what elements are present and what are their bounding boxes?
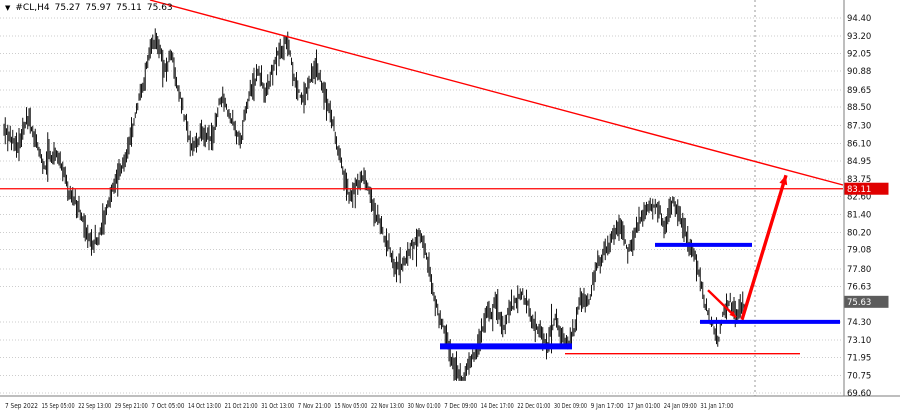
resistance-price-badge	[844, 182, 889, 195]
time-axis-label: 30 Dec 09:00	[554, 402, 587, 410]
time-axis-label: 14 Oct 13:00	[188, 402, 221, 410]
price-axis-label: 73.10	[847, 336, 871, 346]
time-axis-label: 31 Jan 17:00	[700, 402, 733, 410]
time-axis-label: 15 Nov 05:00	[334, 402, 367, 410]
ohlc-low-value: 75.11	[116, 3, 142, 13]
price-axis-label: 80.20	[847, 229, 871, 239]
time-axis-label: 15 Sep 05:00	[42, 402, 75, 410]
time-axis-label: 7 Dec 09:00	[444, 402, 477, 410]
price-axis-label: 74.30	[847, 318, 871, 328]
price-axis-label: 76.63	[847, 283, 871, 293]
symbol-marker-icon: ▼	[5, 3, 11, 12]
price-axis-label: 93.20	[847, 32, 871, 42]
price-axis-label: 70.75	[847, 372, 871, 382]
price-axis-label: 82.60	[847, 192, 871, 202]
time-axis-label: 17 Jan 01:00	[627, 402, 660, 410]
price-axis-label: 86.10	[847, 140, 871, 150]
price-axis-label: 81.40	[847, 211, 871, 221]
symbol-ohlc-readout: ▼ #CL,H4 75.27 75.97 75.11 75.63	[5, 3, 173, 13]
resistance-price-badge-text: 83.11	[847, 185, 871, 195]
ohlc-close-value: 75.63	[146, 3, 173, 13]
time-axis-label: 24 Jan 09:00	[664, 402, 697, 410]
price-axis-label: 79.08	[847, 246, 871, 256]
price-axis-label: 89.65	[847, 86, 871, 96]
price-axis-label: 69.60	[847, 389, 871, 399]
price-axis-label: 92.05	[847, 50, 871, 60]
time-axis-label: 29 Sep 21:00	[115, 402, 148, 410]
bid-price-badge-text: 75.63	[847, 298, 871, 308]
descending-trendline[interactable]	[149, 0, 844, 186]
bid-price-badge	[844, 295, 889, 308]
price-axis-label: 83.75	[847, 175, 871, 185]
symbol-timeframe-label: #CL,H4	[15, 3, 50, 13]
price-axis-label: 84.95	[847, 157, 871, 167]
candlestick-series	[3, 28, 746, 381]
price-axis-label: 71.95	[847, 353, 871, 363]
time-axis-label: 21 Oct 21:00	[225, 402, 258, 410]
time-axis-label: 14 Dec 17:00	[481, 402, 514, 410]
pullback-down-arrow[interactable]	[707, 289, 737, 319]
time-axis-label: 22 Nov 13:00	[371, 402, 404, 410]
ohlc-high-value: 75.97	[85, 3, 112, 13]
projection-up-arrow[interactable]	[740, 174, 788, 321]
price-axis-label: 90.88	[847, 67, 871, 77]
price-axis-label: 88.50	[847, 103, 871, 113]
time-axis-label: 22 Sep 13:00	[78, 402, 111, 410]
projection-up-arrow-head	[779, 175, 788, 186]
price-axis-label: 87.30	[847, 121, 871, 131]
time-axis-label: 7 Sep 2022	[5, 402, 38, 410]
time-axis-label: 9 Jan 17:00	[591, 402, 624, 410]
time-axis-label: 7 Nov 21:00	[298, 402, 331, 410]
ohlc-open-value: 75.27	[54, 3, 81, 13]
price-axis-label: 94.40	[847, 14, 871, 24]
time-axis-label: 31 Oct 13:00	[261, 402, 294, 410]
time-axis-label: 7 Oct 05:00	[151, 402, 184, 410]
price-axis-label: 77.80	[847, 265, 871, 275]
time-axis-label: 22 Dec 01:00	[517, 402, 550, 410]
time-axis-label: 30 Nov 01:00	[408, 402, 441, 410]
pullback-down-arrow-head	[729, 310, 736, 318]
